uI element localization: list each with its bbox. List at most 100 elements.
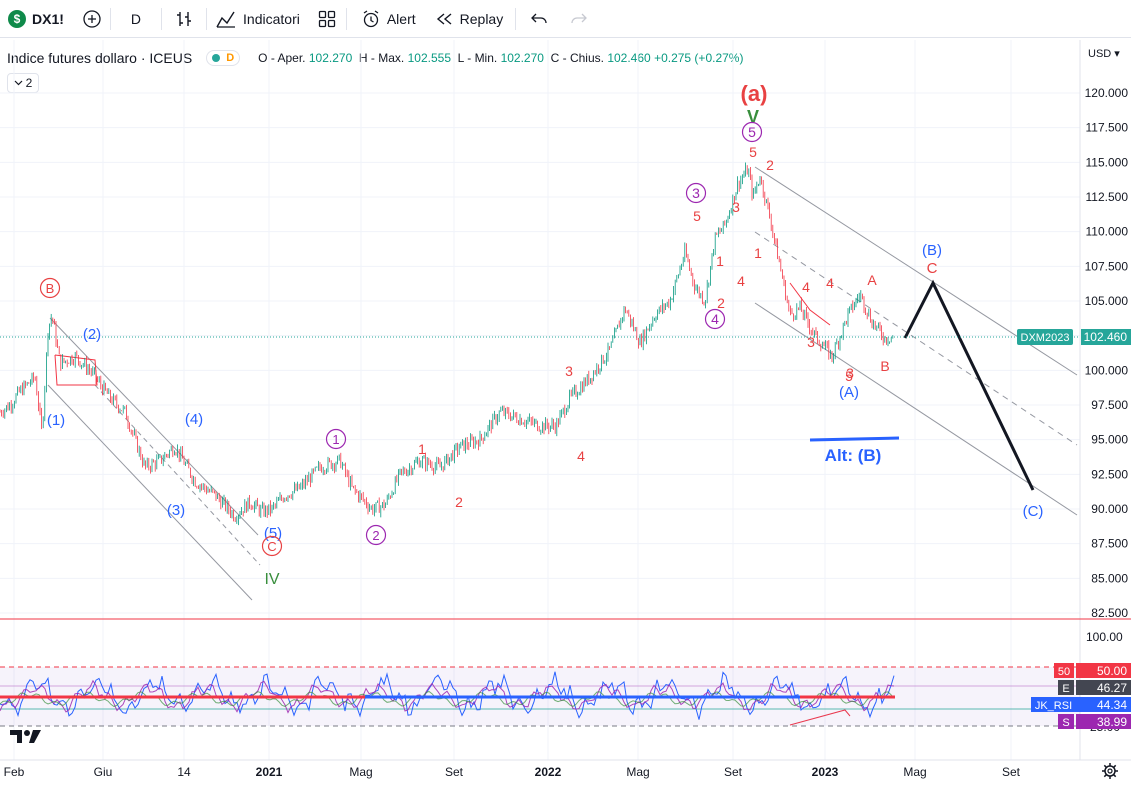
rewind-icon <box>436 12 452 25</box>
collapse-legend-button[interactable]: 2 <box>7 73 39 93</box>
rsi-ema-line <box>0 690 895 708</box>
chevron-down-icon <box>14 80 23 86</box>
templates-button[interactable] <box>308 0 346 38</box>
rsi-badge-value: 50.00 <box>1097 664 1127 678</box>
price-tick: 85.000 <box>1091 571 1128 585</box>
high-label: H - Max. <box>358 51 405 65</box>
price-tick: 87.500 <box>1091 537 1128 551</box>
wave-circle <box>685 182 707 204</box>
replay-label: Replay <box>459 10 504 27</box>
tradingview-logo <box>10 730 41 743</box>
rsi-badge-value: 38.99 <box>1097 715 1127 729</box>
price-tick: 112.500 <box>1086 190 1129 204</box>
candles-icon <box>177 11 192 26</box>
price-tick: 82.500 <box>1091 606 1128 620</box>
channel-line <box>754 166 1078 376</box>
wave-label: 3 <box>807 334 815 350</box>
wave-label: (3) <box>167 502 185 519</box>
low-value: 102.270 <box>500 51 544 65</box>
wave-label: (C) <box>1023 503 1044 520</box>
alarm-clock-icon <box>363 9 379 27</box>
wave-label: 5 <box>845 368 853 384</box>
wave-label: 2 <box>455 494 463 510</box>
wave-label: A <box>867 272 877 288</box>
wave-label: 2 <box>372 528 379 543</box>
wave-circle <box>325 428 347 450</box>
wave-label: V <box>747 107 759 127</box>
wave-label: 4 <box>711 311 719 327</box>
channel-line <box>754 302 1078 516</box>
undo-button[interactable] <box>516 0 562 38</box>
wave-circle <box>39 277 61 299</box>
market-status[interactable]: D <box>206 50 241 66</box>
divider <box>109 7 111 30</box>
rsi-badge-value-bg <box>1076 714 1131 729</box>
wave-label: 2 <box>717 295 725 311</box>
divider <box>206 7 208 30</box>
change-value: +0.275 (+0.27%) <box>654 51 744 65</box>
price-tick: 115.000 <box>1086 155 1129 169</box>
rsi-badge-label: 50 <box>1058 666 1070 678</box>
wave-label: 4 <box>802 279 810 295</box>
wave-circle <box>741 121 763 143</box>
redo-icon <box>571 13 588 23</box>
currency-selector[interactable]: USD ▾ <box>1088 47 1120 60</box>
price-tick: 107.500 <box>1085 259 1129 273</box>
delayed-chip: D <box>226 52 235 64</box>
rsi-badge-label: JK_RSI <box>1035 700 1072 712</box>
chart-type-button[interactable] <box>162 0 206 38</box>
wave-label: (4) <box>185 411 203 428</box>
rsi-signal-line <box>0 679 895 714</box>
wedge-pattern <box>789 282 831 326</box>
open-value: 102.270 <box>308 51 353 65</box>
replay-button[interactable]: Replay <box>424 0 516 38</box>
time-tick: Set <box>1002 765 1021 779</box>
time-tick: Mag <box>349 765 372 779</box>
wave-label: 5 <box>693 208 701 224</box>
wave-label: 2 <box>766 157 774 173</box>
channel-midline <box>754 231 1078 446</box>
rsi-badge-label-bg <box>1058 714 1074 729</box>
currency-label: USD <box>1088 48 1112 60</box>
time-tick: Set <box>724 765 743 779</box>
price-tick: 105.000 <box>1085 294 1129 308</box>
symbol-button[interactable]: $ DX1! <box>0 0 74 38</box>
wave-circle <box>365 524 387 546</box>
wave-label: B <box>46 281 55 296</box>
interval-label: D <box>130 10 142 27</box>
wave-circle <box>704 308 726 330</box>
rsi-tick-partial: 25.00 <box>1090 720 1120 734</box>
trend-drawings <box>0 166 1080 726</box>
time-tick: 2023 <box>812 765 839 779</box>
time-tick: 2021 <box>256 765 283 779</box>
price-tick: 92.500 <box>1091 467 1128 481</box>
time-tick: Mag <box>903 765 926 779</box>
open-label: O - Aper. <box>258 51 306 65</box>
indicators-button[interactable]: Indicatori <box>207 0 308 38</box>
wave-label: 1 <box>332 432 339 447</box>
gridlines <box>0 40 1080 760</box>
undo-icon <box>531 13 547 23</box>
wave-label: C <box>267 539 276 554</box>
price-tick: 95.000 <box>1091 433 1128 447</box>
redo-button[interactable] <box>562 0 596 38</box>
time-tick: Set <box>445 765 464 779</box>
wave-label: (B) <box>922 242 942 259</box>
gear-icon[interactable] <box>1102 763 1118 779</box>
wave-label: 1 <box>754 245 762 261</box>
rsi-divergence-line <box>789 709 851 726</box>
close-value: 102.460 <box>607 51 651 65</box>
price-tick: 110.000 <box>1086 225 1129 239</box>
wave-label: 5 <box>749 144 757 160</box>
wave-label: Alt: (B) <box>825 446 882 465</box>
interval-button[interactable]: D <box>111 0 161 38</box>
dollar-sign-icon: $ <box>8 9 26 28</box>
alert-button[interactable]: Alert <box>347 0 424 38</box>
chart-legend: Indice futures dollaro · ICEUS D O - Ape… <box>7 50 743 66</box>
triangle-pattern <box>54 354 98 386</box>
compare-button[interactable] <box>74 0 110 38</box>
rsi-badge-label-bg <box>1054 663 1074 678</box>
chevron-down-icon: ▾ <box>1111 48 1120 60</box>
